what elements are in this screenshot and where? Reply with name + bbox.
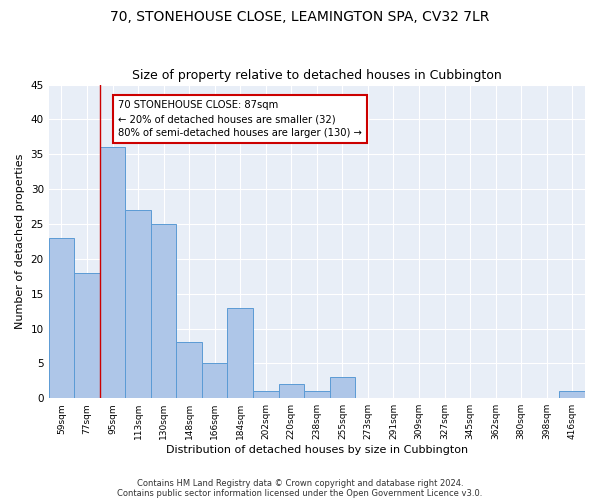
Bar	[49, 238, 74, 398]
Y-axis label: Number of detached properties: Number of detached properties	[15, 154, 25, 329]
Bar	[329, 378, 355, 398]
Text: 70, STONEHOUSE CLOSE, LEAMINGTON SPA, CV32 7LR: 70, STONEHOUSE CLOSE, LEAMINGTON SPA, CV…	[110, 10, 490, 24]
Text: Contains public sector information licensed under the Open Government Licence v3: Contains public sector information licen…	[118, 488, 482, 498]
X-axis label: Distribution of detached houses by size in Cubbington: Distribution of detached houses by size …	[166, 445, 468, 455]
Text: 70 STONEHOUSE CLOSE: 87sqm
← 20% of detached houses are smaller (32)
80% of semi: 70 STONEHOUSE CLOSE: 87sqm ← 20% of deta…	[118, 100, 362, 138]
Bar	[151, 224, 176, 398]
Bar	[304, 391, 329, 398]
Bar	[253, 391, 278, 398]
Bar	[202, 364, 227, 398]
Bar	[227, 308, 253, 398]
Text: Contains HM Land Registry data © Crown copyright and database right 2024.: Contains HM Land Registry data © Crown c…	[137, 478, 463, 488]
Bar	[278, 384, 304, 398]
Bar	[100, 148, 125, 398]
Bar	[176, 342, 202, 398]
Bar	[74, 272, 100, 398]
Bar	[559, 391, 585, 398]
Bar	[125, 210, 151, 398]
Title: Size of property relative to detached houses in Cubbington: Size of property relative to detached ho…	[132, 69, 502, 82]
